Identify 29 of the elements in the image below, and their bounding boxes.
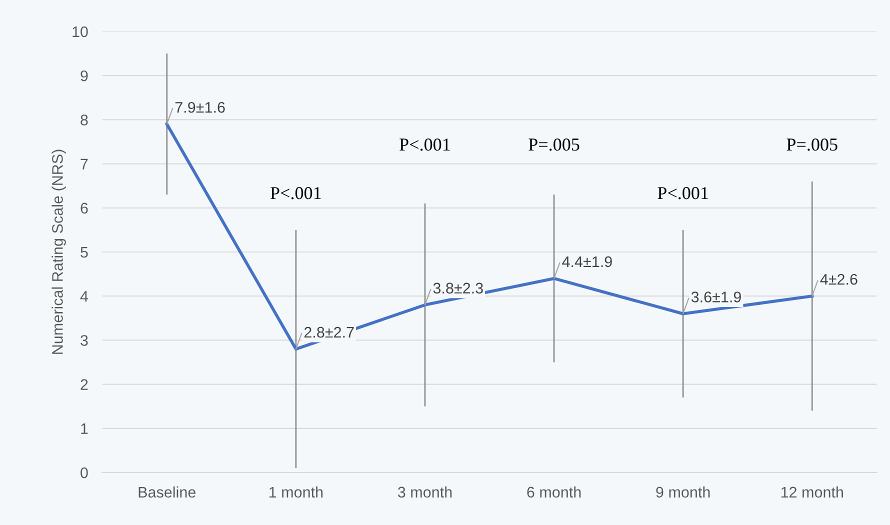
- data-label: 7.9±1.6: [175, 102, 225, 113]
- y-tick-label: 5: [80, 247, 88, 258]
- y-tick-label: 1: [81, 423, 88, 434]
- annotation: P=.005: [786, 138, 838, 151]
- annotation: P<.001: [658, 187, 708, 200]
- y-tick-label: 6: [80, 202, 88, 214]
- y-axis-title: Numerical Rating Scale (NRS): [52, 150, 66, 354]
- data-label: 4±2.6: [820, 274, 858, 285]
- data-label: 3.6±1.9: [691, 292, 741, 302]
- y-tick-label: 8: [80, 114, 88, 126]
- x-tick-label: 6 month: [527, 486, 581, 498]
- x-tick-label: 12 month: [781, 486, 843, 498]
- y-tick-label: 3: [80, 335, 88, 346]
- annotation: P=.005: [528, 138, 580, 151]
- y-tick-label: 4: [80, 291, 88, 302]
- x-tick-label: 9 month: [656, 486, 710, 498]
- y-tick-label: 9: [80, 70, 88, 82]
- y-tick-label: 0: [80, 467, 88, 478]
- x-tick-label: 1 month: [269, 486, 323, 498]
- annotation: P<.001: [270, 187, 321, 200]
- annotation: P<.001: [400, 138, 450, 151]
- x-tick-label: 3 month: [398, 486, 452, 498]
- data-label: 2.8±2.7: [304, 326, 354, 338]
- data-label: 3.8±2.3: [433, 282, 483, 294]
- x-tick-label: Baseline: [138, 486, 196, 498]
- y-tick-label: 10: [72, 26, 88, 38]
- y-tick-label: 2: [80, 379, 88, 390]
- y-tick-label: 7: [80, 158, 88, 170]
- data-label: 4.4±1.9: [562, 256, 612, 268]
